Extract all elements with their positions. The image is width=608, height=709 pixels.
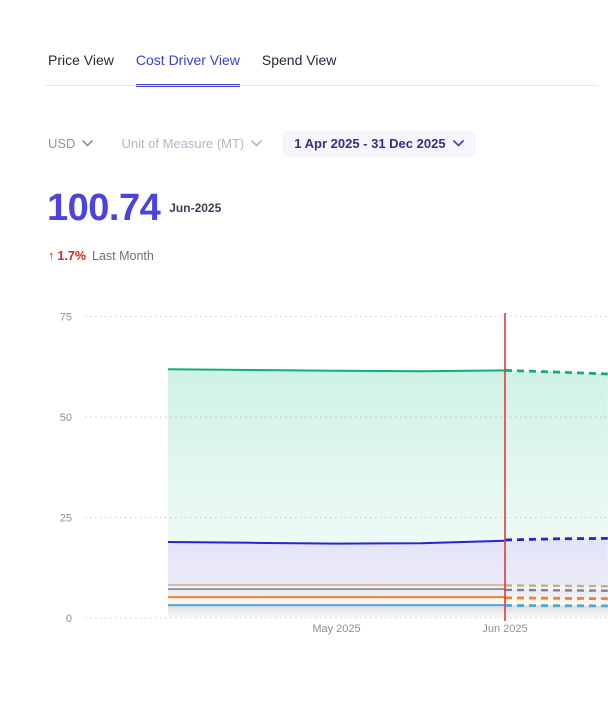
svg-text:50: 50	[60, 412, 72, 424]
kpi-block: 100.74 Jun-2025	[47, 186, 221, 230]
tab-spend-view[interactable]: Spend View	[261, 52, 337, 68]
svg-text:May 2025: May 2025	[312, 623, 360, 635]
tab-cost-driver-view[interactable]: Cost Driver View	[135, 52, 240, 87]
cost-driver-chart[interactable]: 0 25 50 75 May 2025 Jun 2025	[0, 300, 608, 645]
kpi-change-pct: 1.7%	[57, 248, 87, 263]
currency-value: USD	[48, 136, 76, 151]
date-range-value: 1 Apr 2025 - 31 Dec 2025	[294, 136, 446, 151]
tab-price-view[interactable]: Price View	[48, 52, 114, 68]
kpi-value: 100.74	[47, 187, 161, 229]
chevron-down-icon	[82, 140, 94, 147]
unit-of-measure-value: Unit of Measure (MT)	[121, 136, 245, 151]
arrow-up-icon: ↑	[48, 248, 55, 263]
svg-text:0: 0	[66, 613, 72, 625]
unit-of-measure-select[interactable]: Unit of Measure (MT)	[121, 136, 263, 151]
chart-area: 0 25 50 75 May 2025 Jun 2025	[0, 300, 608, 645]
filter-bar: USD Unit of Measure (MT) 1 Apr 2025 - 31…	[48, 130, 476, 157]
tabs-divider	[45, 85, 598, 86]
svg-text:Jun 2025: Jun 2025	[482, 623, 527, 635]
currency-select[interactable]: USD	[48, 136, 94, 151]
kpi-change: ↑ 1.7% Last Month	[48, 248, 154, 263]
chevron-down-icon	[452, 140, 464, 147]
kpi-change-label: Last Month	[92, 248, 154, 263]
svg-text:25: 25	[60, 513, 72, 525]
chevron-down-icon	[251, 140, 263, 147]
kpi-period: Jun-2025	[169, 201, 222, 215]
view-tabs: Price View Cost Driver View Spend View	[48, 52, 336, 87]
date-range-select[interactable]: 1 Apr 2025 - 31 Dec 2025	[282, 130, 476, 157]
svg-text:75: 75	[60, 312, 72, 324]
